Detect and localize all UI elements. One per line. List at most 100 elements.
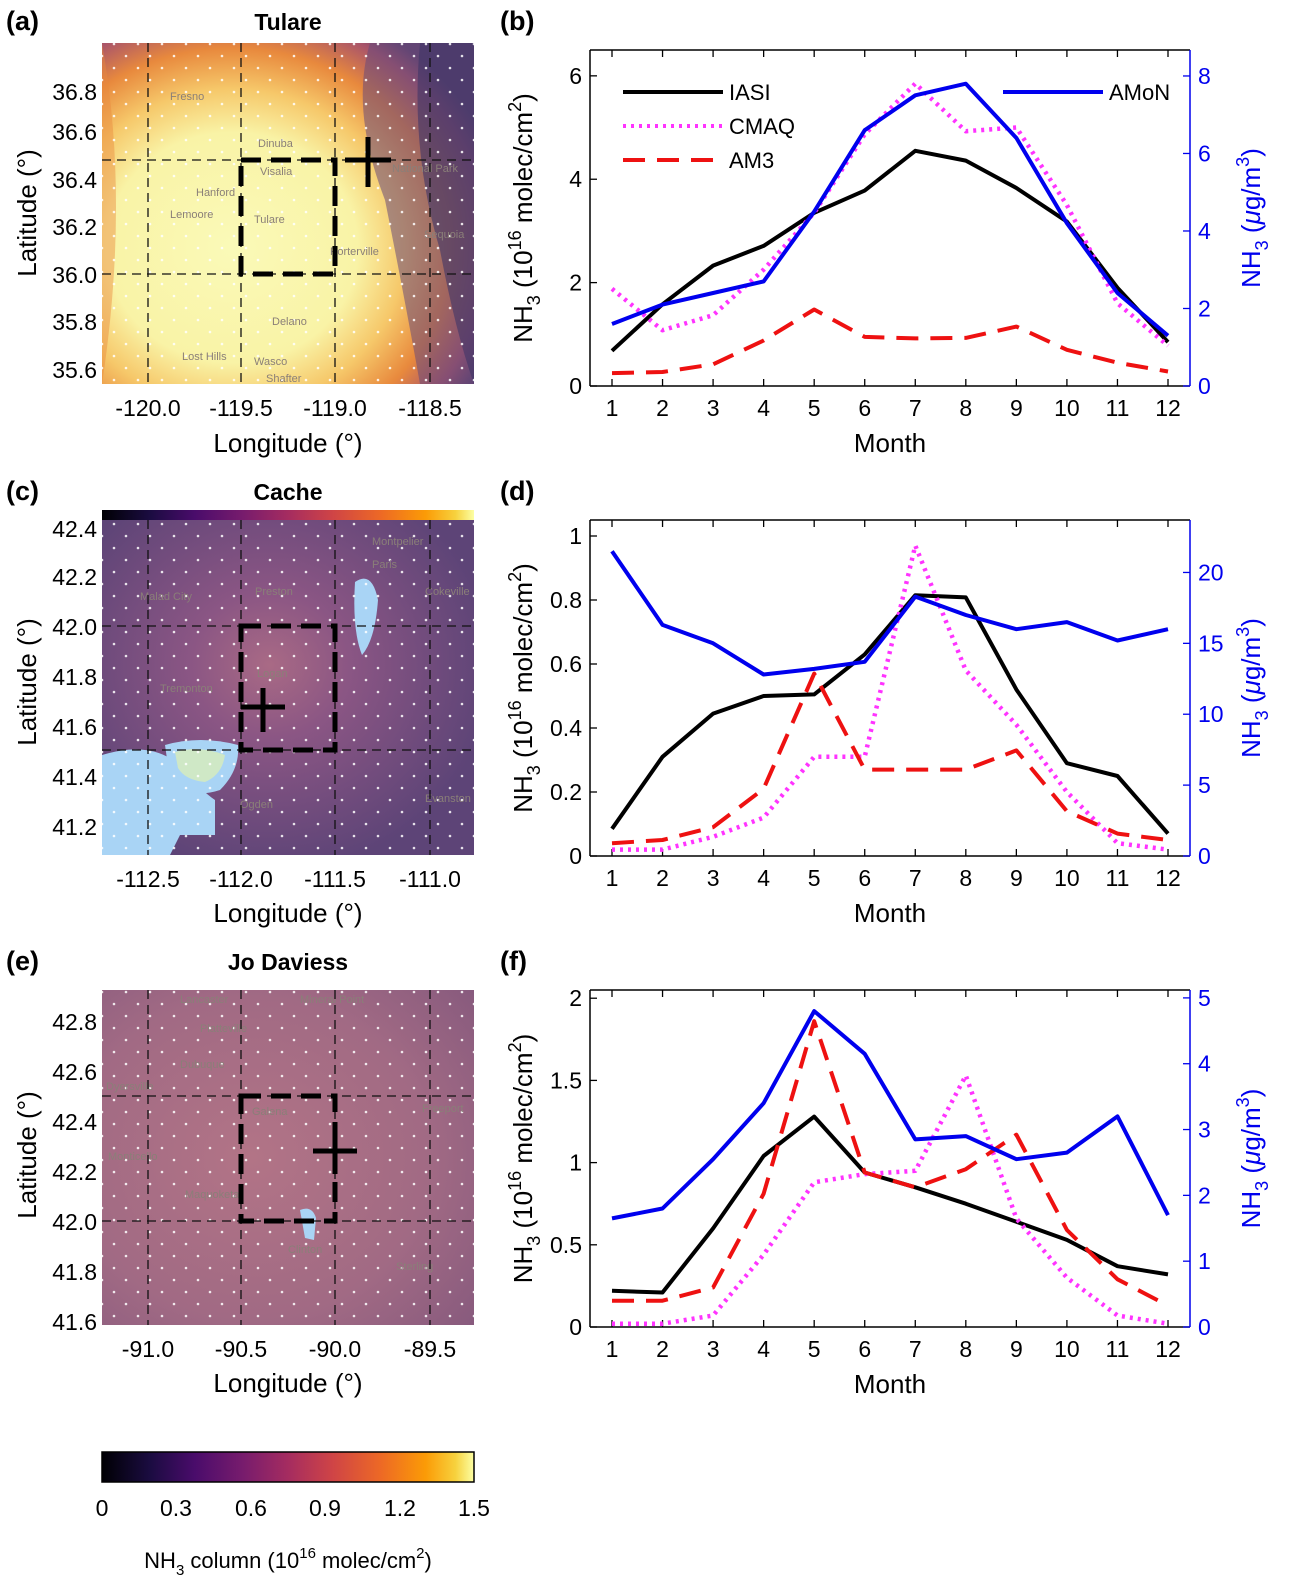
svg-text:Lemoore: Lemoore xyxy=(170,209,213,221)
series-line-cmaq xyxy=(612,543,1169,852)
colorbar: 0 0.3 0.6 0.9 1.2 1.5 NH3 column (1016 m… xyxy=(96,1451,490,1579)
svg-text:National Park: National Park xyxy=(392,163,459,175)
colorbar-tick: 0.9 xyxy=(309,1495,341,1521)
y-tick-label-left: 2 xyxy=(569,985,582,1011)
svg-text:Preston: Preston xyxy=(255,586,293,598)
svg-text:Monticello: Monticello xyxy=(108,1151,158,1163)
svg-text:Sequoia: Sequoia xyxy=(424,229,465,241)
colorbar-tick: 0 xyxy=(96,1495,109,1521)
legend-label-cmaq: CMAQ xyxy=(729,114,795,139)
lat-tick: 36.4 xyxy=(52,167,97,193)
lat-tick: 41.4 xyxy=(52,764,97,790)
y-axis-label-right: NH3 (μg/m3) xyxy=(1233,148,1272,288)
svg-text:Logan: Logan xyxy=(257,668,288,680)
y-axis-label-left: NH3 (1016 molec/cm2) xyxy=(505,563,544,813)
colorbar-label: NH3 column (1016 molec/cm2) xyxy=(144,1545,432,1579)
x-tick-label: 4 xyxy=(757,1336,770,1362)
lat-tick: 41.6 xyxy=(52,714,97,740)
y-tick-label-left: 0 xyxy=(569,843,582,869)
lon-tick: -112.0 xyxy=(209,866,273,892)
lat-tick: 36.2 xyxy=(52,214,97,240)
svg-text:Cokeville: Cokeville xyxy=(425,586,470,598)
x-tick-label: 8 xyxy=(959,1336,972,1362)
legend-label-iasi: IASI xyxy=(729,80,771,105)
svg-text:Dubuque: Dubuque xyxy=(180,1059,225,1071)
y-axis-label-right: NH3 (μg/m3) xyxy=(1233,1089,1272,1229)
panel-label: (f) xyxy=(500,946,527,976)
lat-tick: 42.0 xyxy=(52,1209,97,1235)
y-tick-label-left: 1 xyxy=(569,523,582,549)
series-line-am3 xyxy=(611,671,1169,846)
y-tick-label-right: 2 xyxy=(1198,1182,1211,1208)
y-tick-label-left: 0.4 xyxy=(550,715,582,741)
svg-text:Clinton: Clinton xyxy=(288,1244,322,1256)
lat-tick: 36.6 xyxy=(52,119,97,145)
lat-tick: 36.0 xyxy=(52,262,97,288)
x-tick-label: 10 xyxy=(1054,395,1080,421)
svg-text:Tremonton: Tremonton xyxy=(160,683,213,695)
x-tick-label: 9 xyxy=(1010,865,1023,891)
basemap-labels: Fresno Dinuba Visalia Hanford Lemoore Tu… xyxy=(170,91,465,385)
lon-tick: -119.5 xyxy=(209,395,273,421)
svg-text:Evanston: Evanston xyxy=(425,793,471,805)
map-image: Fresno Dinuba Visalia Hanford Lemoore Tu… xyxy=(102,43,474,385)
series-line-amon xyxy=(611,81,1170,338)
svg-text:Malad City: Malad City xyxy=(140,591,192,603)
lon-ticks: -120.0 -119.5 -119.0 -118.5 xyxy=(115,395,461,421)
y-tick-label-left: 0.2 xyxy=(550,779,582,805)
x-tick-label: 11 xyxy=(1106,865,1130,891)
lon-tick: -111.0 xyxy=(399,866,461,892)
site-marker xyxy=(241,688,285,732)
x-tick-label: 2 xyxy=(656,1336,669,1362)
x-tick-label: 4 xyxy=(757,395,770,421)
x-tick-label: 1 xyxy=(606,1336,619,1362)
site-marker xyxy=(313,1128,357,1174)
lat-tick: 36.8 xyxy=(52,79,97,105)
series-line-am3 xyxy=(612,1019,1169,1308)
panel-label: (c) xyxy=(6,476,39,506)
x-tick-label: 3 xyxy=(707,1336,720,1362)
svg-text:Lost Hills: Lost Hills xyxy=(182,351,227,363)
series-line-am3 xyxy=(611,307,1169,376)
x-axis-label: Longitude (°) xyxy=(213,898,362,928)
x-tick-label: 11 xyxy=(1106,1336,1130,1362)
x-tick-label: 5 xyxy=(808,1336,821,1362)
x-tick-label: 5 xyxy=(808,395,821,421)
panel-label: (d) xyxy=(500,476,534,506)
lat-tick: 42.2 xyxy=(52,564,97,590)
series-line-amon xyxy=(610,550,1169,677)
line-chart-cache: (d)1 2 3 4 5 6 7 8 9 10 11 1200.20.40.60.8105101520… xyxy=(500,476,1272,928)
x-axis-label: Longitude (°) xyxy=(213,428,362,458)
x-tick-label: 4 xyxy=(757,865,770,891)
lat-tick: 42.6 xyxy=(52,1059,97,1085)
x-tick-label: 10 xyxy=(1054,1336,1080,1362)
lat-tick: 41.6 xyxy=(52,1309,97,1335)
lat-tick: 42.4 xyxy=(52,1109,97,1135)
svg-text:Ogden: Ogden xyxy=(240,799,273,811)
y-axis-label: Latitude (°) xyxy=(12,1091,42,1218)
svg-text:Wasco: Wasco xyxy=(254,356,287,368)
target-box xyxy=(238,157,338,277)
x-tick-label: 12 xyxy=(1155,1336,1181,1362)
y-tick-label-right: 20 xyxy=(1198,559,1224,585)
y-tick-label-right: 1 xyxy=(1198,1248,1211,1274)
x-tick-label: 6 xyxy=(858,865,871,891)
basemap-labels: Lancaster Mineral Point Platteville Dubu… xyxy=(106,994,464,1273)
svg-text:Visalia: Visalia xyxy=(260,166,293,178)
y-axis-label-left: NH3 (1016 molec/cm2) xyxy=(505,1034,544,1284)
y-axis-label: Latitude (°) xyxy=(12,618,42,745)
x-axis-label: Month xyxy=(854,428,926,458)
x-tick-label: 7 xyxy=(909,865,922,891)
y-tick-label-left: 4 xyxy=(569,166,582,192)
colorbar-gradient xyxy=(101,1451,475,1483)
series-line-cmaq xyxy=(612,1073,1169,1326)
x-tick-label: 1 xyxy=(606,395,619,421)
x-tick-label: 6 xyxy=(858,395,871,421)
y-tick-label-right: 10 xyxy=(1198,701,1224,727)
colorbar-tick: 0.6 xyxy=(235,1495,267,1521)
series-line-amon xyxy=(611,1009,1170,1221)
panel-label: (a) xyxy=(6,6,39,36)
y-tick-label-left: 1.5 xyxy=(550,1067,582,1093)
